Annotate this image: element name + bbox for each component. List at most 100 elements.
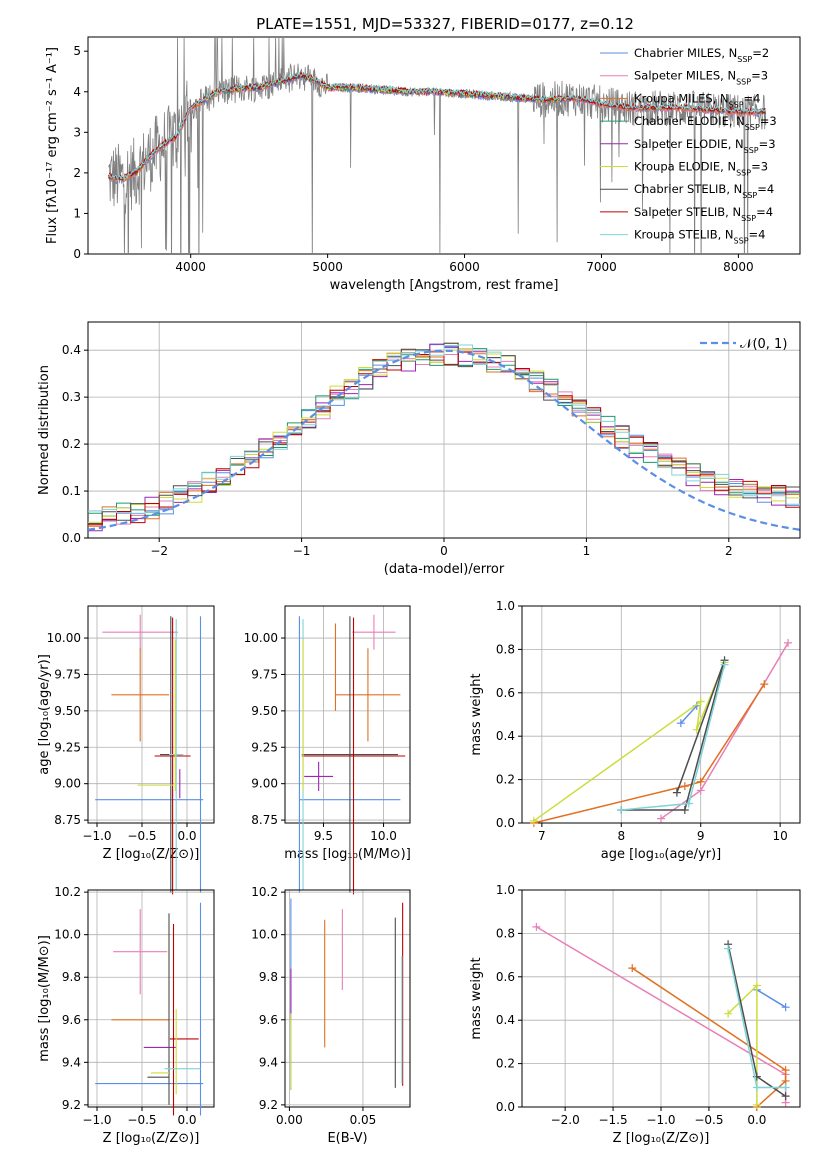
mass-weight-marker — [724, 1009, 733, 1018]
age_vs_Z-xtick-label: −0.5 — [127, 829, 156, 843]
mass-weight-line-kroupa_stelib — [621, 664, 726, 811]
legend-entry: Kroupa ELODIE, NSSP=3 — [634, 160, 768, 178]
legend-entry: Chabrier STELIB, NSSP=4 — [634, 182, 774, 200]
mass_weight_vs_age-ytick-label: 0.0 — [496, 816, 515, 830]
legend-entry: Salpeter STELIB, NSSP=4 — [634, 205, 773, 223]
mass-weight-line-chabrier_miles — [756, 989, 786, 1008]
age_vs_mass-ytick-label: 9.25 — [251, 740, 278, 754]
mass-weight-marker — [628, 964, 637, 973]
mass-weight-line-kroupa_miles — [631, 967, 787, 1108]
mass_vs_Z-ylabel: mass [log₁₀(M/M⊙)] — [37, 935, 52, 1062]
mass_weight_vs_age-frame — [521, 605, 801, 824]
mass_vs_Z-frame — [87, 889, 215, 1108]
age_vs_Z-ylabel: age [log₁₀(age/yr)] — [37, 654, 52, 775]
spectrum-xlabel: wavelength [Angstrom, rest frame] — [330, 278, 559, 293]
spectrum-ytick-label: 0 — [73, 247, 81, 261]
mass_vs_Z-ytick-label: 10.2 — [54, 885, 81, 899]
mass_vs_ebv-ytick-label: 10.2 — [251, 885, 278, 899]
residuals-xtick-label: −1 — [293, 544, 311, 558]
residuals-xtick-label: −2 — [150, 544, 168, 558]
mass_weight_vs_age-ytick-label: 0.8 — [496, 642, 515, 656]
mass_weight_vs_age-ytick-label: 1.0 — [496, 599, 515, 613]
spectrum-ytick-label: 2 — [73, 166, 81, 180]
mass_weight_vs_age-xtick-label: 10 — [773, 829, 788, 843]
mass_weight_vs_Z-xtick-label: −1.0 — [646, 1113, 675, 1127]
mass_weight_vs_age-xtick-label: 7 — [538, 829, 546, 843]
age_vs_mass-ytick-label: 10.00 — [244, 631, 278, 645]
mass_weight_vs_Z-ytick-label: 0.4 — [496, 1013, 515, 1027]
mass-weight-line-kroupa_elodie — [533, 662, 726, 822]
mass-weight-marker — [684, 799, 693, 808]
age_vs_Z-xtick-label: 0.0 — [177, 829, 196, 843]
mass-weight-marker — [672, 788, 681, 797]
age_vs_Z-ytick-label: 8.75 — [54, 813, 81, 827]
legend-entry: Kroupa STELIB, NSSP=4 — [634, 228, 765, 246]
mass_weight_vs_Z-ytick-label: 0.0 — [496, 1100, 515, 1114]
mass-weight-marker — [617, 805, 626, 814]
spectrum-xtick-label: 5000 — [312, 260, 343, 274]
mass_vs_ebv-ytick-label: 9.2 — [259, 1098, 278, 1112]
mass_weight_vs_age-xtick-label: 9 — [697, 829, 705, 843]
age_vs_Z-xlabel: Z [log₁₀(Z/Z⊙)] — [103, 847, 200, 862]
age_vs_Z-ytick-label: 9.00 — [54, 777, 81, 791]
mass_vs_ebv-xtick-label: 0.05 — [350, 1113, 377, 1127]
mass_weight_vs_Z-ytick-label: 0.8 — [496, 926, 515, 940]
mass-weight-marker — [760, 680, 769, 689]
mass-weight-marker — [680, 805, 689, 814]
age_vs_Z-ytick-label: 10.00 — [47, 631, 81, 645]
mass-weight-marker — [529, 816, 538, 825]
mass_vs_Z-xtick-label: −0.5 — [127, 1113, 156, 1127]
spectrum-xtick-label: 6000 — [449, 260, 480, 274]
age_vs_Z-frame — [87, 605, 215, 824]
spectrum-frame — [87, 36, 801, 255]
legend-entry: Chabrier MILES, NSSP=2 — [634, 46, 769, 64]
residuals-frame — [87, 321, 801, 539]
mass-weight-marker — [696, 777, 705, 786]
mass_weight_vs_Z-xtick-label: 0.0 — [747, 1113, 766, 1127]
age_vs_mass-xtick-label: 10.0 — [370, 829, 397, 843]
residuals-xtick-label: 0 — [440, 544, 448, 558]
age_vs_Z-ytick-label: 9.25 — [54, 740, 81, 754]
spectrum-xtick-label: 8000 — [723, 260, 754, 274]
mass_vs_Z-xtick-label: −1.0 — [82, 1113, 111, 1127]
residuals-xlabel: (data-model)/error — [384, 562, 505, 577]
residuals-ytick-label: 0.0 — [62, 531, 81, 545]
residuals-xtick-label: 2 — [725, 544, 733, 558]
mass_vs_ebv-xlabel: E(B-V) — [327, 1131, 367, 1146]
age_vs_mass-frame — [284, 605, 411, 824]
age_vs_Z-xtick-label: −1.0 — [82, 829, 111, 843]
mass_weight_vs_Z-ytick-label: 0.6 — [496, 970, 515, 984]
mass_weight_vs_Z-frame — [521, 889, 801, 1108]
spectrum-ytick-label: 4 — [73, 85, 81, 99]
residuals-ytick-label: 0.3 — [62, 390, 81, 404]
mass_weight_vs_Z-xlabel: Z [log₁₀(Z/Z⊙)] — [613, 1131, 710, 1146]
mass_vs_Z-ytick-label: 10.0 — [54, 928, 81, 942]
spectrum-ylabel: Flux [fλ10⁻¹⁷ erg cm⁻² s⁻¹ A⁻¹] — [45, 47, 60, 244]
mass_weight_vs_age-ytick-label: 0.4 — [496, 729, 515, 743]
mass_vs_Z-xlabel: Z [log₁₀(Z/Z⊙)] — [103, 1131, 200, 1146]
residuals-ylabel: Normed distribution — [37, 365, 52, 495]
residuals-ytick-label: 0.2 — [62, 437, 81, 451]
age_vs_mass-ytick-label: 9.50 — [251, 704, 278, 718]
model-spectrum-kroupa_stelib — [108, 71, 767, 181]
mass_vs_ebv-ytick-label: 10.0 — [251, 928, 278, 942]
mass_vs_Z-ytick-label: 9.2 — [62, 1098, 81, 1112]
age_vs_mass-xlabel: mass [log₁₀(M/M⊙)] — [284, 847, 411, 862]
mass-weight-line-chabrier_stelib — [621, 660, 726, 811]
mass-weight-marker — [720, 660, 729, 669]
age_vs_Z-ytick-label: 9.50 — [54, 704, 81, 718]
mass-weight-marker — [781, 1092, 790, 1101]
mass_vs_ebv-frame — [284, 889, 411, 1108]
mass_weight_vs_Z-xtick-label: −1.5 — [598, 1113, 627, 1127]
mass_weight_vs_age-xlabel: age [log₁₀(age/yr)] — [601, 847, 722, 862]
mass_weight_vs_Z-ylabel: mass weight — [469, 957, 484, 1039]
age_vs_Z-ytick-label: 9.75 — [54, 667, 81, 681]
mass-weight-marker — [784, 638, 793, 647]
mass_weight_vs_age-ytick-label: 0.2 — [496, 773, 515, 787]
mass-weight-marker — [680, 782, 689, 791]
mass_vs_ebv-ytick-label: 9.6 — [259, 1013, 278, 1027]
residuals-ytick-label: 0.1 — [62, 484, 81, 498]
legend-entry: Salpeter ELODIE, NSSP=3 — [634, 137, 776, 155]
residuals-xtick-label: 1 — [583, 544, 591, 558]
